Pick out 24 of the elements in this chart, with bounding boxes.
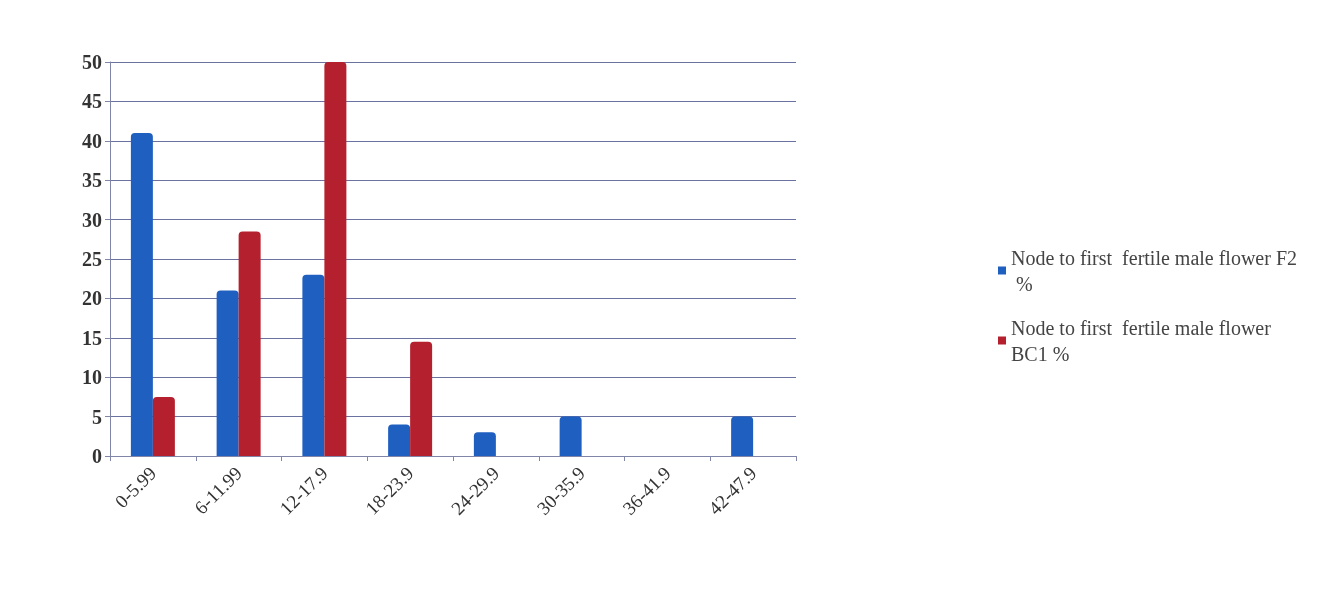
legend-label: Node to first fertile male flower F2 % bbox=[1011, 246, 1298, 295]
bar bbox=[559, 416, 582, 456]
y-tick-label: 35 bbox=[82, 169, 102, 192]
bar bbox=[410, 341, 433, 456]
bar bbox=[302, 274, 325, 456]
y-tick-label: 25 bbox=[82, 248, 102, 270]
y-tick-label: 10 bbox=[82, 366, 102, 389]
y-tick-label: 20 bbox=[82, 287, 102, 310]
bar bbox=[731, 416, 754, 456]
bar bbox=[152, 396, 175, 456]
bar bbox=[388, 424, 411, 456]
y-tick-label: 45 bbox=[82, 90, 102, 113]
bar bbox=[130, 132, 153, 456]
y-tick-label: 40 bbox=[82, 129, 102, 152]
y-tick-label: 50 bbox=[82, 51, 102, 73]
y-tick-label: 30 bbox=[82, 208, 102, 231]
legend-label: Node to first fertile male flower BC1 % bbox=[1011, 316, 1276, 365]
bar bbox=[216, 290, 239, 456]
y-tick-label: 0 bbox=[92, 445, 102, 467]
bar bbox=[473, 432, 496, 456]
y-tick-label: 5 bbox=[92, 405, 102, 428]
bar bbox=[324, 62, 347, 456]
bar bbox=[238, 231, 261, 456]
y-tick-label: 15 bbox=[82, 326, 102, 349]
